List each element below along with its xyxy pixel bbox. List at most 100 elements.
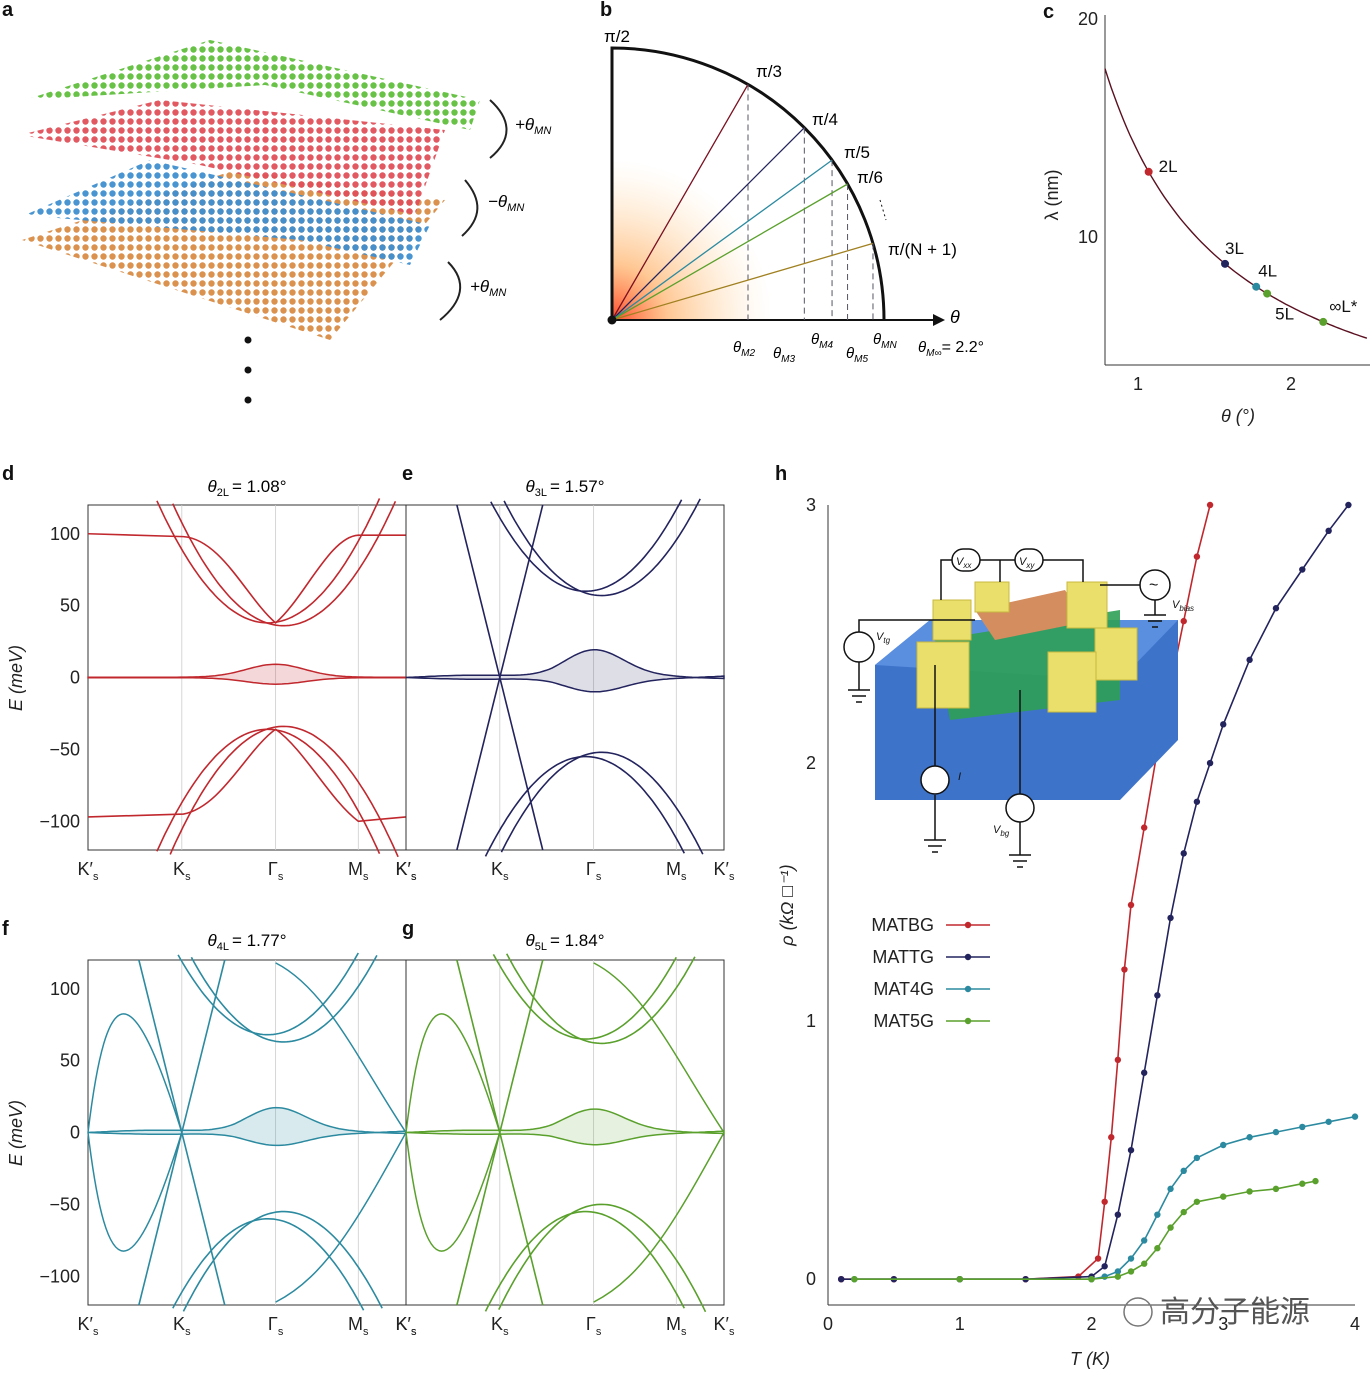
g-plot (405, 953, 725, 1313)
band-xtick: Ms (666, 859, 687, 883)
point-2L (1144, 167, 1153, 176)
meters (843, 548, 1171, 823)
c-xlabel: θ (°) (1221, 406, 1255, 426)
band-ytick: 100 (50, 979, 80, 999)
series-point (1114, 1273, 1122, 1280)
band-xtick: Ms (348, 1314, 369, 1338)
series-point (1272, 605, 1280, 612)
panel-letter-a: a (2, 0, 14, 21)
dirac-cone (456, 504, 544, 851)
series-point (837, 1275, 845, 1283)
angle-label-pi2: π/2 (604, 27, 630, 46)
series-point (1246, 656, 1253, 664)
series-point (1094, 1255, 1102, 1262)
h-xtick: 2 (1086, 1314, 1096, 1334)
angle-label-pi5: π/5 (844, 143, 870, 162)
h-ylabel: ρ (kΩ □⁻¹) (777, 864, 797, 946)
h-xtick: 4 (1350, 1314, 1360, 1334)
upper-band (492, 954, 677, 1040)
magic-label-m3: θM3 (773, 345, 795, 365)
i-label: I (958, 771, 961, 783)
vbg-source (1005, 793, 1035, 823)
ellipsis-dot (244, 396, 252, 404)
upper-band (156, 498, 381, 624)
legend-label: MAT5G (873, 1011, 934, 1031)
series-point (1193, 1154, 1201, 1162)
h-xtick: 3 (1218, 1314, 1228, 1334)
band-ytick: 0 (70, 668, 80, 688)
panel-a-layer-stack: +θMN −θMN +θMN (20, 40, 551, 404)
band-xtick: K′s (396, 1314, 417, 1338)
layer-red (20, 100, 445, 215)
lower-band (484, 755, 686, 857)
legend-label: MAT4G (873, 979, 934, 999)
vbias-source (1139, 569, 1171, 601)
series-point (1127, 901, 1135, 909)
band-xtick: Γs (268, 859, 284, 883)
c-ylabel: λ (nm) (1042, 170, 1062, 221)
band-ytick: −50 (49, 739, 80, 759)
d-ylabel: E (meV) (6, 645, 26, 711)
e-title: θ3L = 1.57° (525, 477, 604, 499)
watermark-text: 高分子能源 (1160, 1296, 1310, 1329)
h-ytick: 1 (806, 1011, 816, 1031)
panel-letter-h: h (775, 463, 787, 485)
point-4L (1252, 282, 1261, 291)
watermark-logo (1123, 1297, 1153, 1327)
band-ytick: 100 (50, 524, 80, 544)
series-point (1299, 1180, 1306, 1187)
panel-g: θ5L = 1.84° (405, 931, 725, 1313)
h-ticks: 0 1 2 3 4 0 1 2 3 (806, 495, 1360, 1334)
upper-band (503, 498, 701, 597)
series-point (1121, 966, 1128, 973)
angle-ray (611, 84, 749, 321)
c-xtick-1: 1 (1133, 374, 1143, 394)
wires (858, 559, 1156, 855)
band-ytick: −100 (39, 1266, 80, 1286)
band-xtick-sub: s (681, 1326, 687, 1338)
rot1-label: +θMN (515, 115, 551, 137)
contact (1066, 581, 1108, 629)
d-title: θ2L = 1.08° (207, 477, 286, 499)
magic-label-mn: θMN (873, 331, 897, 351)
h-xtick: 1 (955, 1314, 965, 1334)
rot3-label: +θMN (470, 277, 506, 299)
series-point (1246, 1188, 1253, 1195)
panel-b-quarter-circle: π/2 π/3 π/4 π/5 π/6 π/(N + 1) θ θM2 θM3 … (604, 27, 984, 365)
c-ytick-20: 20 (1078, 9, 1098, 29)
series-point (1127, 1268, 1135, 1275)
ac-symbol: ~ (1149, 577, 1158, 594)
upper-band (490, 499, 683, 592)
series-point (1220, 1141, 1227, 1149)
upper-band-2l (87, 532, 406, 624)
series-point (956, 1275, 963, 1283)
band-ytick: −100 (39, 811, 80, 831)
e-plot (405, 498, 725, 857)
series-point (1180, 1208, 1187, 1216)
h-ytick: 3 (806, 495, 816, 515)
h-ytick: 2 (806, 753, 816, 773)
g-title: θ5L = 1.84° (525, 931, 604, 953)
panel-c-chart: 20 10 1 2 θ (°) λ (nm) 2L 3L 4L 5L ∞L* (1042, 9, 1370, 426)
legend-label: MATTG (872, 947, 934, 967)
h-legend: MATBG MATTG MAT4G MAT5G (871, 915, 990, 1031)
cone-band (405, 1013, 501, 1252)
lambda-curve (1104, 68, 1368, 339)
ellipsis-dot (244, 336, 252, 344)
series-point (1101, 1198, 1108, 1205)
quarter-arc (610, 46, 886, 321)
band-xtick: Ks (491, 1314, 509, 1338)
panel-letter-g: g (402, 918, 414, 940)
current-source (920, 765, 950, 795)
legend-label: MATBG (871, 915, 934, 935)
point-label: ∞L* (1329, 297, 1358, 316)
panel-e: θ3L = 1.57° (405, 477, 725, 857)
cone-band (275, 1132, 407, 1303)
band-xtick-sub: s (729, 1326, 735, 1338)
band-xtick-sub: s (729, 871, 735, 883)
series-point (1299, 1123, 1306, 1131)
vbg-label: Vbg (993, 824, 1010, 838)
band-xtick-sub: s (503, 1326, 509, 1338)
cone-band (87, 1013, 183, 1252)
band-xtick-sub: s (185, 1326, 191, 1338)
